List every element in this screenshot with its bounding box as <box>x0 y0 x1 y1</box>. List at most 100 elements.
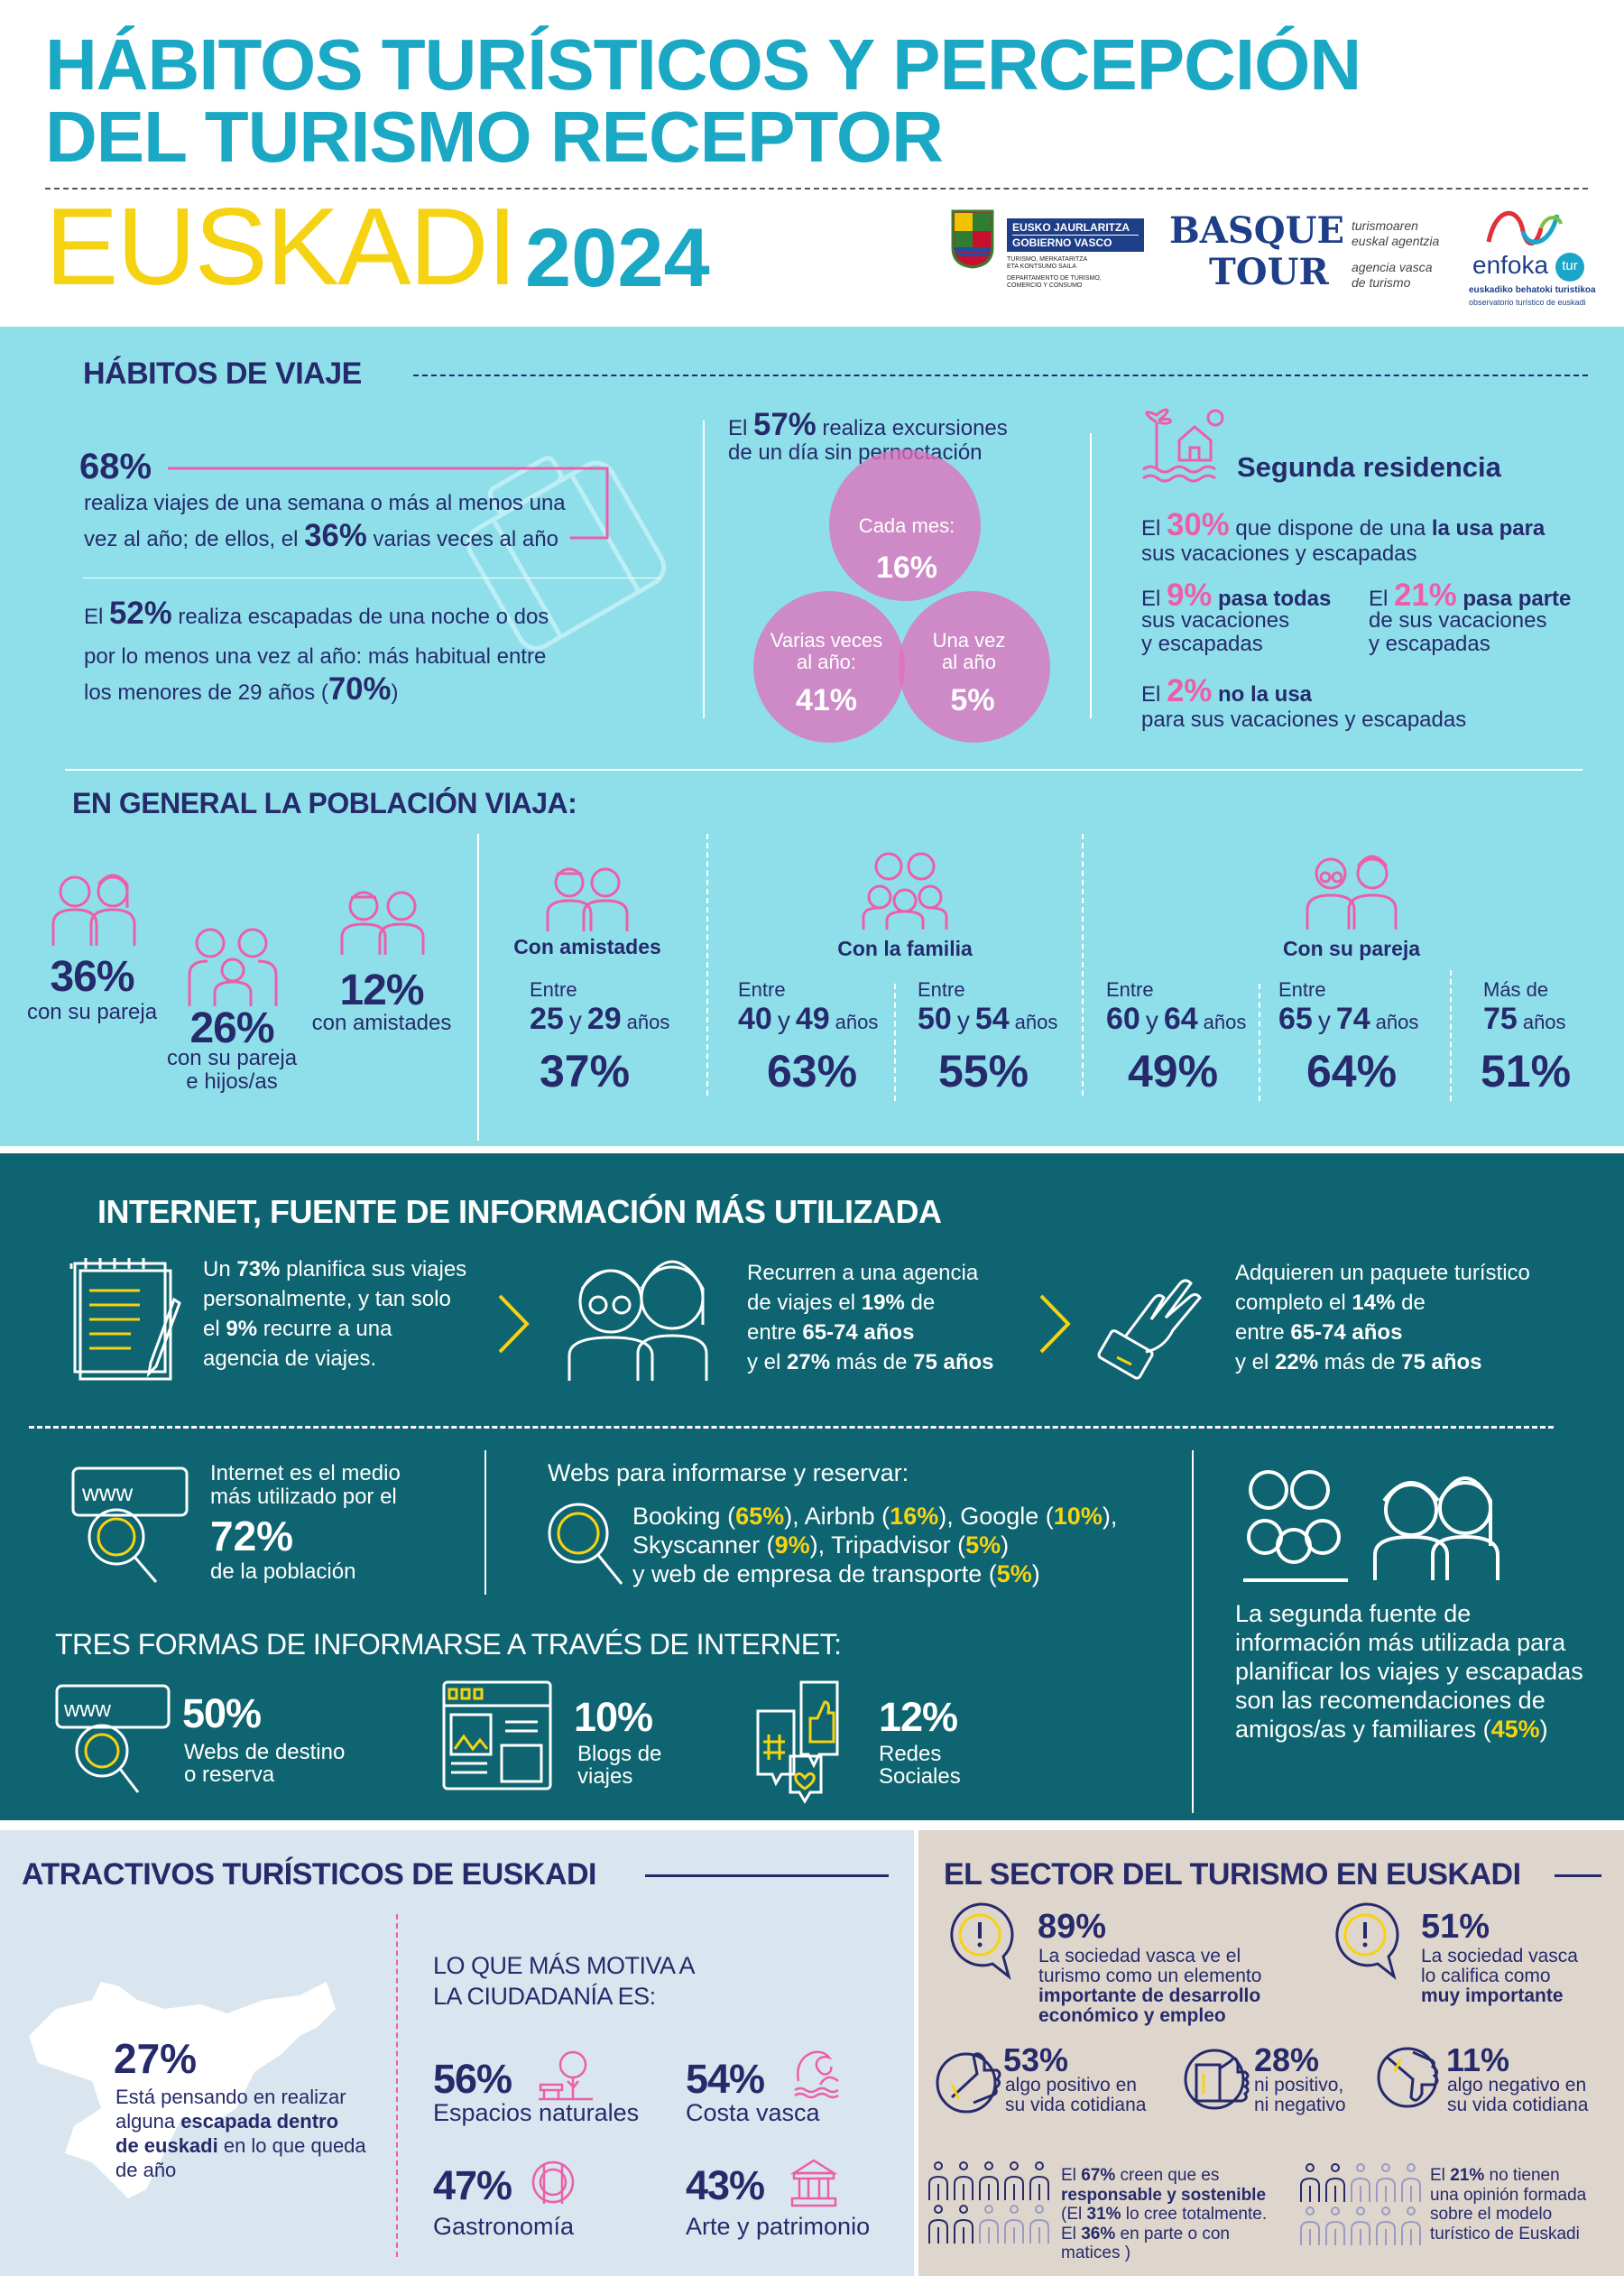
friends-family-icon <box>1243 1470 1499 1582</box>
age-prefix: Entre <box>1278 978 1326 1001</box>
text-line: de viajes el 19% de <box>747 1288 994 1318</box>
text-line: (El 31% lo cree totalmente. <box>1061 2205 1267 2225</box>
text-segment: Booking ( <box>632 1503 736 1530</box>
title-line-1: HÁBITOS TURÍSTICOS Y PERCEPCIÓN <box>45 24 1361 105</box>
text-segment: La segunda fuente de <box>1235 1600 1472 1627</box>
s9-line2: sus vacaciones <box>1141 608 1290 633</box>
age-divider-5 <box>1450 970 1452 1101</box>
venn-circle-several <box>753 591 905 743</box>
header-divider <box>45 188 1588 190</box>
text-segment: de viajes el <box>747 1291 862 1315</box>
medio-line1: Internet es el medio <box>210 1461 401 1485</box>
person-icon-empty <box>1351 2163 1370 2202</box>
text-segment: ), Airbnb ( <box>784 1503 890 1530</box>
text-segment: agencia de viajes. <box>203 1346 377 1371</box>
s21-line3: y escapadas <box>1369 632 1490 656</box>
friends-icon <box>340 891 425 955</box>
age-range-a: 40 <box>738 1002 772 1036</box>
text-segment: personalmente, y tan solo <box>203 1287 451 1311</box>
basquetour-logo: BASQUE TOUR turismoaren euskal agentzia … <box>1169 211 1467 301</box>
text-line: alguna escapada dentro <box>115 2109 366 2133</box>
text-line: información más utilizada para <box>1235 1628 1583 1657</box>
text-segment: muy importante <box>1421 1985 1564 2006</box>
text-segment: 5% <box>996 1560 1032 1587</box>
wave-icon <box>794 2050 839 2099</box>
opinion-positive-label1: algo positivo en <box>1005 2075 1137 2096</box>
search-icon <box>548 1503 623 1585</box>
text-segment: amigos/as y familiares ( <box>1235 1716 1491 1743</box>
text-segment: más de <box>830 1350 914 1374</box>
text-line: El 67% creen que es <box>1061 2166 1267 2186</box>
text-segment: 21% <box>1394 578 1457 613</box>
overall-pareja-value: 36% <box>50 953 134 1001</box>
age-range-y: y <box>777 1006 790 1034</box>
pictogram-sin-opinion <box>1300 2163 1421 2245</box>
p52-line1: El 52% realiza escapadas de una noche o … <box>84 597 549 632</box>
text-segment: importante de desarrollo <box>1038 1985 1261 2006</box>
friends-group-icon <box>546 867 629 931</box>
age-range: 60 y 64 años <box>1106 1002 1251 1037</box>
text-segment: responsable y sostenible <box>1061 2185 1267 2205</box>
text-line: Booking (65%), Airbnb (16%), Google (10%… <box>632 1502 1117 1531</box>
internet-section <box>0 1153 1624 1820</box>
p52-line3: los menores de 29 años (70%) <box>84 673 398 708</box>
person-icon-filled <box>1029 2161 1049 2200</box>
age-range-unit: años <box>1522 1011 1566 1033</box>
segunda-fuente-text: La segunda fuente de información más util… <box>1235 1599 1583 1744</box>
text-segment: 14% <box>1352 1291 1396 1315</box>
s30-line1: El 30% que dispone de una la usa para <box>1141 509 1545 543</box>
text-segment: recurre a una <box>257 1317 392 1341</box>
age-range: 50 y 54 años <box>918 1002 1063 1037</box>
text-segment: El <box>1141 682 1167 707</box>
webs-heading: Webs para informarse y reservar: <box>548 1459 909 1486</box>
enfokatur-wave-icon <box>1486 211 1563 245</box>
text-line: económico y empleo <box>1038 2006 1261 2026</box>
s21-line1: El 21% pasa parte <box>1369 578 1571 614</box>
person-icon-empty <box>1401 2163 1421 2202</box>
text-segment: 19% <box>861 1291 905 1315</box>
dept-line1: TURISMO, MERKATARITZA <box>1007 256 1088 263</box>
sector-heading-line <box>1555 1874 1601 1877</box>
age-range-unit: años <box>835 1011 879 1033</box>
thumb-down-icon <box>1377 2047 1439 2108</box>
euskadi-map <box>29 1982 336 2198</box>
tres-webs-label2: o reserva <box>184 1763 275 1787</box>
text-line: personalmente, y tan solo <box>203 1284 466 1314</box>
text-segment: creen que es <box>1115 2166 1220 2185</box>
text-line: La segunda fuente de <box>1235 1599 1583 1628</box>
text-segment: vez al año; de ellos, el <box>84 527 305 551</box>
venn-monthly-label: Cada mes: <box>858 514 955 537</box>
opinion-negative-value: 11% <box>1446 2041 1510 2078</box>
text-segment: ) <box>1031 1560 1040 1587</box>
text-line: y web de empresa de transporte (5%) <box>632 1559 1117 1588</box>
www-search-icon: www <box>55 1684 171 1793</box>
p52-line2: por lo menos una vez al año: más habitua… <box>84 643 546 671</box>
age-range-b: 64 <box>1163 1002 1198 1036</box>
text-segment: 45% <box>1490 1716 1540 1743</box>
text-segment: 2% <box>1167 673 1213 708</box>
s51-text: La sociedad vasca lo califica como muy imp… <box>1421 1947 1578 2006</box>
enfokatur-badge: tur <box>1555 253 1584 282</box>
age-range-unit: años <box>626 1011 670 1033</box>
year-title: 2024 <box>525 212 710 304</box>
text-segment: 31% <box>1086 2205 1121 2224</box>
internet-dashed-divider <box>29 1426 1554 1429</box>
text-segment: El <box>1061 2166 1082 2185</box>
text-line: y el 27% más de 75 años <box>747 1347 994 1377</box>
text-segment: lo cree totalmente. <box>1121 2205 1268 2224</box>
age-value: 63% <box>766 1046 858 1096</box>
age-range-y: y <box>1145 1006 1158 1034</box>
age-range-a: 75 <box>1483 1002 1518 1036</box>
s30-line2: sus vacaciones y escapadas <box>1141 540 1417 569</box>
text-segment: El <box>728 416 754 440</box>
s51-value: 51% <box>1421 1908 1490 1946</box>
text-line: son las recomendaciones de <box>1235 1686 1583 1715</box>
age-range-a: 60 <box>1106 1002 1140 1036</box>
text-line: el 9% recurre a una <box>203 1314 466 1344</box>
text-segment: 16% <box>890 1503 939 1530</box>
gobierno-line2: GOBIERNO VASCO <box>1012 235 1139 250</box>
age-range-a: 25 <box>530 1002 564 1036</box>
text-segment: escapada dentro <box>180 2110 339 2133</box>
text-line: turismo como un elemento <box>1038 1966 1261 1986</box>
s9-line3: y escapadas <box>1141 632 1263 656</box>
